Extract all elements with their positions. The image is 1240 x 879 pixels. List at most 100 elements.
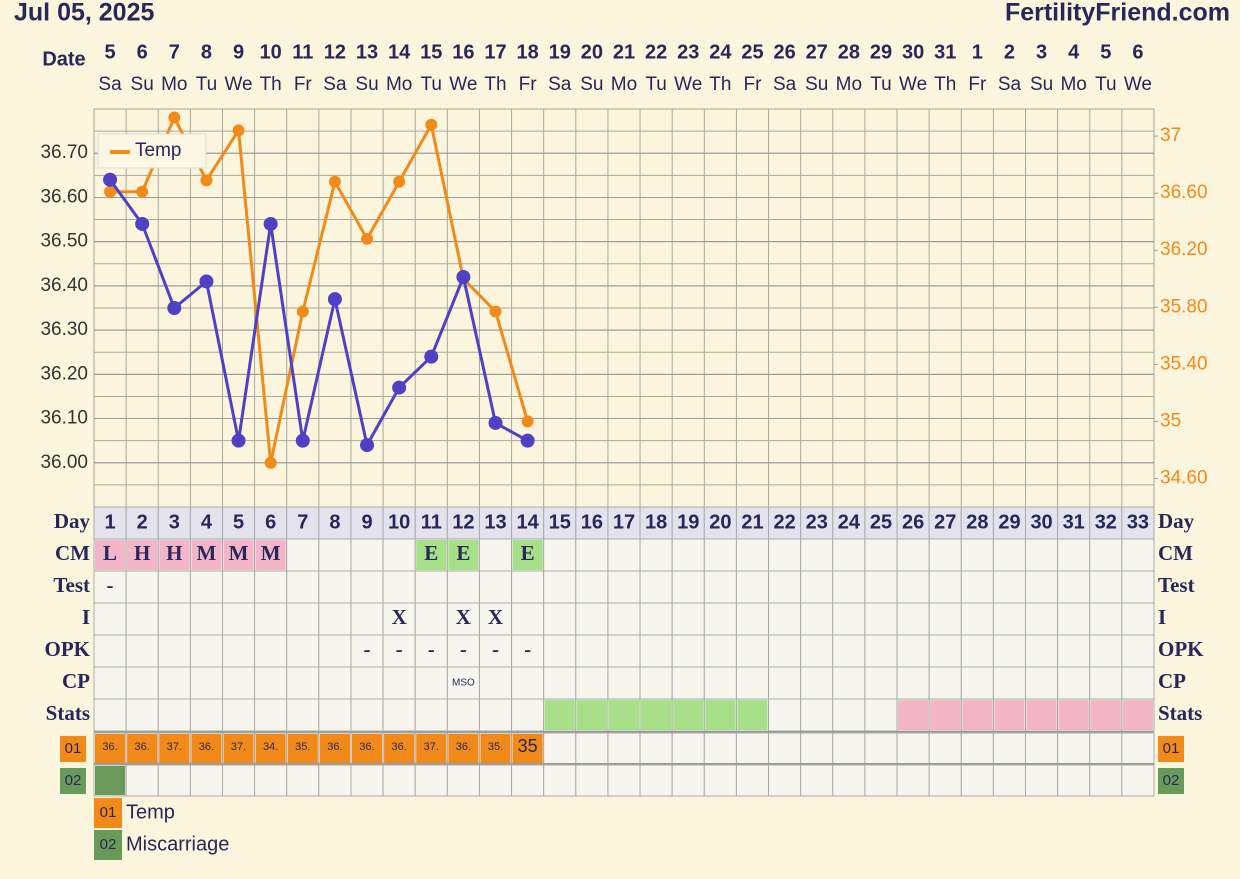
cm-cell (127, 540, 158, 570)
date-number: 24 (709, 41, 732, 63)
cell (350, 538, 384, 572)
cell (639, 570, 673, 604)
cm-value: M (261, 541, 281, 565)
series-point (295, 433, 310, 448)
date-number: 10 (260, 41, 282, 63)
y-tick-label: 36.10 (40, 408, 88, 429)
cell (960, 602, 994, 636)
weekday: Th (260, 74, 282, 95)
cell (896, 666, 930, 700)
row-label: Test (53, 573, 90, 597)
series-point (424, 349, 439, 364)
weekday: Sa (998, 74, 1022, 95)
weekday: Sa (773, 74, 797, 95)
cell (928, 634, 962, 668)
date-number: 17 (484, 41, 506, 63)
row-code-box (1158, 736, 1184, 762)
series-point (328, 175, 341, 188)
row-code: 02 (1163, 772, 1180, 789)
stats-band-cell (930, 700, 961, 730)
cell (671, 634, 705, 668)
day-number: 33 (1127, 511, 1149, 533)
cm-cell (95, 540, 126, 570)
cell (125, 602, 159, 636)
cell (189, 764, 223, 797)
y2-tick-label: 36.20 (1160, 239, 1208, 260)
cell (575, 602, 609, 636)
row-label-right: Test (1158, 573, 1195, 597)
cell (896, 634, 930, 668)
cell (703, 666, 737, 700)
cell (768, 538, 802, 572)
temp-cell (448, 734, 479, 763)
day-number: 11 (421, 511, 442, 533)
temp-cell-label: 34. (263, 741, 278, 753)
cell (1121, 732, 1155, 765)
cell (735, 506, 770, 540)
temp-cell-label: 37. (167, 741, 182, 753)
series-point (393, 175, 406, 188)
cell (221, 634, 256, 668)
y-tick-label: 36.60 (40, 186, 88, 207)
cell (414, 698, 448, 732)
cell (671, 602, 705, 636)
weekday: We (1124, 74, 1152, 95)
cell (286, 634, 320, 668)
day-number: 18 (645, 511, 667, 533)
day-number: 1 (104, 511, 115, 533)
series-point (425, 118, 438, 131)
cp-value: MSO (452, 678, 475, 689)
series-point (360, 438, 375, 453)
day-number: 2 (137, 511, 148, 533)
row-label-right: OPK (1158, 637, 1204, 661)
row-label: CP (62, 669, 90, 693)
cell (1057, 634, 1091, 668)
day-number: 31 (1063, 511, 1085, 533)
cm-value: H (134, 541, 150, 565)
date-number: 12 (324, 41, 346, 63)
row-label: Day (54, 509, 91, 533)
day-number: 4 (201, 511, 213, 533)
legend-name: Miscarriage (126, 833, 229, 855)
stats-band-cell (737, 700, 768, 730)
cell (414, 570, 448, 604)
cell (543, 570, 577, 604)
cell (1121, 602, 1155, 636)
temp-cell (351, 734, 383, 763)
cell (1089, 602, 1123, 636)
day-number: 3 (169, 511, 180, 533)
cell (960, 538, 994, 572)
series-point (264, 456, 277, 469)
cell (1025, 538, 1059, 572)
y-tick-label: 36.00 (40, 452, 88, 473)
cell (221, 764, 256, 797)
row-label: Stats (46, 701, 90, 725)
cell (414, 602, 448, 636)
cell (1057, 602, 1091, 636)
cell (1089, 732, 1123, 765)
day-number: 9 (361, 511, 372, 533)
cell (350, 698, 384, 732)
cell (382, 764, 416, 797)
opk-value: - (492, 637, 499, 661)
cm-value: H (166, 541, 182, 565)
stats-band-cell (544, 700, 575, 730)
day-number: 19 (677, 511, 699, 533)
date-number: 6 (1132, 41, 1143, 63)
weekday: Fr (968, 74, 987, 95)
cell (382, 698, 416, 732)
stats-band-cell (1026, 700, 1057, 730)
cell (318, 602, 352, 636)
cell (607, 602, 641, 636)
cell (1089, 538, 1123, 572)
cell (800, 602, 834, 636)
row-code-box (60, 768, 86, 794)
y2-tick-label: 35.80 (1160, 296, 1208, 317)
cell (768, 732, 802, 765)
weekday: Fr (744, 74, 763, 95)
cm-cell (512, 540, 543, 570)
weekday: Su (805, 74, 828, 95)
row-label: OPK (45, 637, 91, 661)
stats-band-cell (641, 700, 672, 730)
temp-cell (255, 734, 286, 763)
